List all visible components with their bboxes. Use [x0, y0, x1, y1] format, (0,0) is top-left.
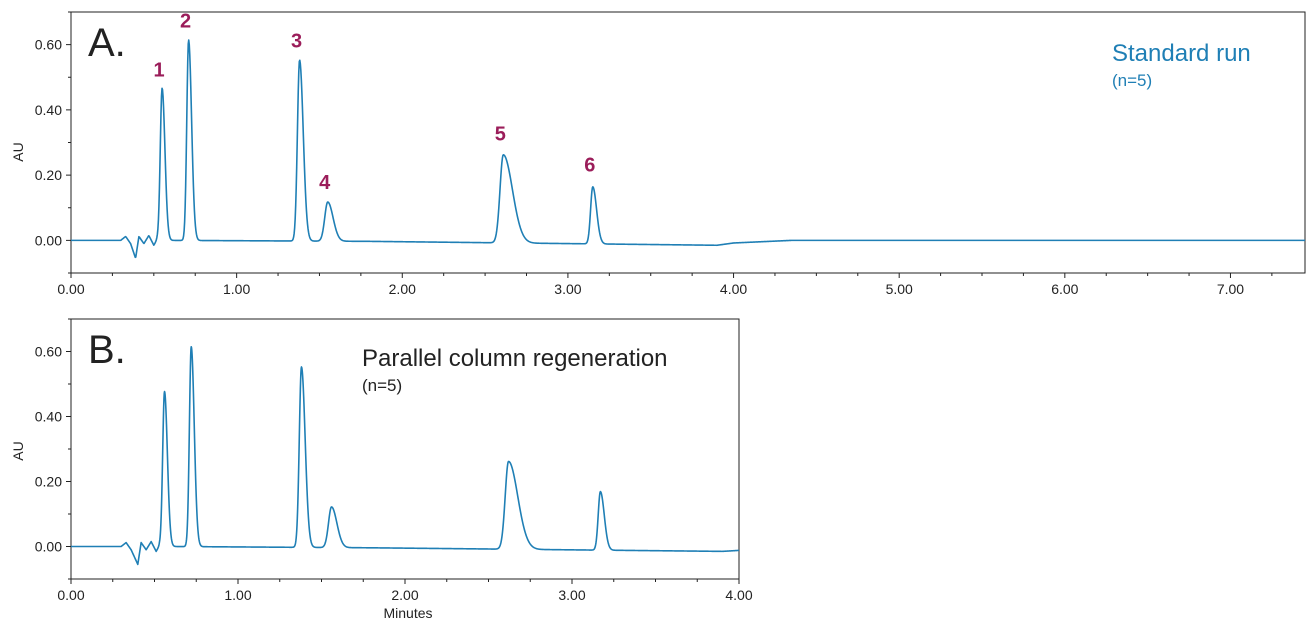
panel-a-x-tick-label: 7.00	[1217, 281, 1244, 297]
panel-a-y-axis-label: AU	[10, 142, 26, 161]
panel-a-chart: 0.00 0.20 0.40 0.60 0.00 1.00 2.00 3.00 4.00 5.0…	[10, 11, 1306, 297]
panel-a-peak-labels: 1 2 3 4 5 6	[154, 11, 596, 194]
panel-b-chart: 0.00 0.20 0.40 0.60 0.00 1.00 2.00 3.00 4.00 B.…	[10, 318, 753, 621]
panel-a-x-axis: 0.00 1.00 2.00 3.00 4.00 5.00 6.00 7.00	[57, 273, 1273, 297]
panel-a-title: Standard run	[1112, 40, 1251, 67]
panel-a-trace-line	[70, 39, 1306, 259]
panel-a-y-tick-label: 0.00	[35, 232, 62, 248]
panel-a-y-axis: 0.00 0.20 0.40 0.60	[35, 11, 71, 274]
panel-b-x-axis-label: Minutes	[383, 605, 432, 621]
panel-b-y-tick-label: 0.60	[35, 344, 62, 360]
panel-a-y-tick-label: 0.40	[35, 102, 62, 118]
panel-b-y-tick-label: 0.20	[35, 474, 62, 490]
panel-b-y-tick-label: 0.40	[35, 409, 62, 425]
panel-b-x-tick-label: 2.00	[391, 587, 418, 603]
panel-b-y-axis-label: AU	[10, 441, 26, 460]
panel-a-label: A.	[88, 21, 126, 65]
panel-a-x-tick-label: 2.00	[389, 281, 416, 297]
panel-a-x-tick-label: 1.00	[223, 281, 250, 297]
panel-a-peak-label-1: 1	[154, 60, 165, 82]
panel-b-x-tick-label: 0.00	[57, 587, 84, 603]
panel-b-x-tick-label: 1.00	[224, 587, 251, 603]
panel-b-label: B.	[88, 328, 126, 372]
panel-a-peak-label-4: 4	[319, 172, 331, 194]
panel-b-x-tick-label: 4.00	[725, 587, 752, 603]
panel-b-y-tick-label: 0.00	[35, 539, 62, 555]
panel-b-x-tick-label: 3.00	[558, 587, 585, 603]
panel-b-x-axis: 0.00 1.00 2.00 3.00 4.00	[57, 579, 753, 603]
panel-a-x-tick-label: 6.00	[1051, 281, 1078, 297]
panel-a-x-tick-label: 0.00	[57, 281, 84, 297]
panel-a-y-tick-label: 0.60	[35, 37, 62, 53]
panel-a-y-tick-label: 0.20	[35, 167, 62, 183]
panel-a-x-tick-label: 4.00	[720, 281, 747, 297]
panel-a-peak-label-5: 5	[495, 123, 506, 145]
panel-a-peak-label-2: 2	[180, 11, 191, 33]
panel-b-subtitle: (n=5)	[362, 376, 402, 395]
panel-a-peak-label-6: 6	[584, 154, 595, 176]
panel-a-peak-label-3: 3	[291, 30, 302, 52]
panel-b-title: Parallel column regeneration	[362, 345, 668, 372]
panel-a-subtitle: (n=5)	[1112, 71, 1152, 90]
panel-a-x-tick-label: 5.00	[886, 281, 913, 297]
panel-b-y-axis: 0.00 0.20 0.40 0.60	[35, 318, 71, 580]
panel-b-trace-line	[70, 345, 740, 566]
panel-a-x-tick-label: 3.00	[554, 281, 581, 297]
